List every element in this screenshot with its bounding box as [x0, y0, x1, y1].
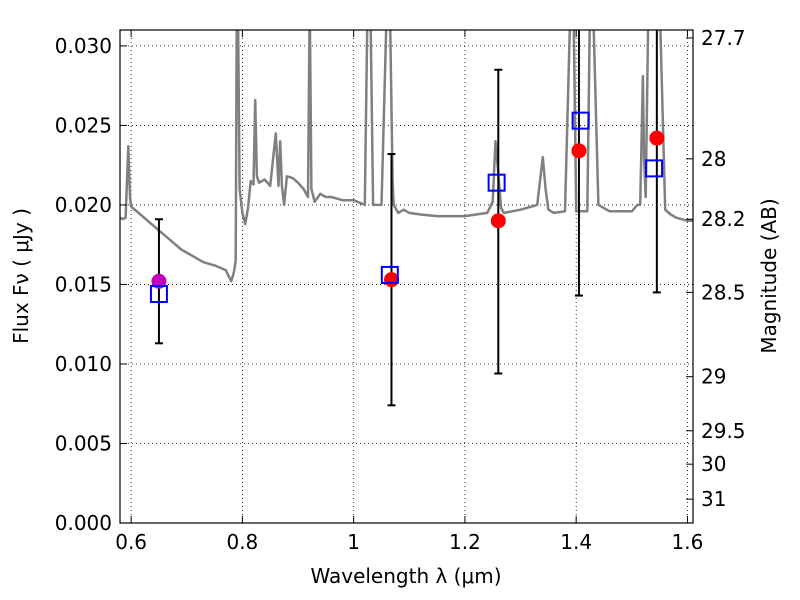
right-tick-label: 28.2 — [701, 207, 746, 231]
observed-flux-point — [571, 143, 587, 159]
model-flux-point — [571, 111, 590, 130]
y-tick-label: 0.000 — [55, 511, 112, 535]
plot-frame — [119, 29, 694, 524]
x-tick-label: 1.4 — [560, 530, 592, 554]
model-flux-point — [380, 265, 399, 284]
x-tick-label: 0.6 — [115, 530, 147, 554]
observed-flux-point — [383, 272, 399, 288]
y-tick-label: 0.005 — [55, 431, 112, 455]
right-tick-label: 28 — [701, 147, 726, 171]
x-tick-label: 1.6 — [672, 530, 704, 554]
observed-flux-point — [649, 130, 665, 146]
y-tick-label: 0.020 — [55, 193, 112, 217]
model-flux-point — [487, 173, 506, 192]
axes: 0.6 0.8 1 1.2 1.4 1.6 0.000 0.005 0.010 0.015 0.02… — [55, 26, 746, 554]
plot-area — [120, 30, 693, 407]
labels: Wavelength λ (μm) Flux Fν ( μJy ) Magnit… — [9, 198, 781, 588]
x-axis-label: Wavelength λ (μm) — [310, 564, 501, 588]
x-tick-label: 1.2 — [449, 530, 481, 554]
right-tick-label: 29.5 — [701, 419, 746, 443]
model-flux-point — [149, 284, 168, 303]
y-axis-label: Flux Fν ( μJy ) — [9, 208, 33, 344]
right-tick-label: 31 — [701, 487, 726, 511]
model-flux-point — [645, 159, 664, 178]
observed-flux-point — [490, 213, 506, 229]
y-tick-label: 0.015 — [55, 272, 112, 296]
right-tick-label: 30 — [701, 452, 726, 476]
model-spectrum-line — [120, 30, 693, 283]
x-tick-label: 1 — [347, 530, 360, 554]
right-tick-label: 28.5 — [701, 280, 746, 304]
x-tick-label: 0.8 — [226, 530, 258, 554]
y-axis-right-label: Magnitude (AB) — [757, 198, 781, 353]
right-tick-label: 27.7 — [701, 26, 746, 50]
grid — [120, 30, 693, 524]
y-tick-label: 0.010 — [55, 352, 112, 376]
y-tick-label: 0.030 — [55, 34, 112, 58]
y-tick-label: 0.025 — [55, 113, 112, 137]
right-tick-label: 29 — [701, 365, 726, 389]
